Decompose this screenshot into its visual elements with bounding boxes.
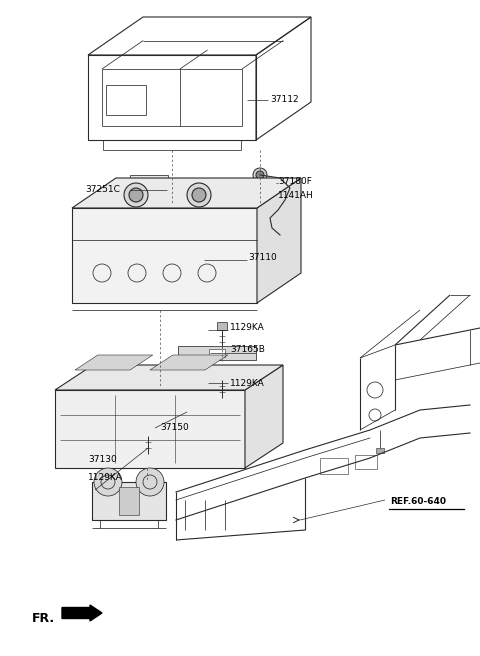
Circle shape (129, 188, 143, 202)
Text: 37180F: 37180F (278, 176, 312, 186)
Circle shape (274, 229, 286, 241)
Text: 1129KA: 1129KA (88, 472, 123, 482)
Text: 37110: 37110 (248, 253, 277, 262)
Polygon shape (150, 355, 228, 370)
Text: 37112: 37112 (270, 96, 299, 104)
Text: REF.60-640: REF.60-640 (390, 497, 446, 506)
Polygon shape (72, 178, 301, 208)
Text: 37150: 37150 (160, 424, 189, 432)
Polygon shape (245, 365, 283, 468)
Bar (178, 346, 256, 360)
Circle shape (253, 168, 267, 182)
Bar (72, 208, 257, 303)
Circle shape (94, 468, 122, 496)
Bar (376, 448, 384, 453)
Circle shape (256, 171, 264, 179)
Bar (106, 85, 146, 115)
Bar (130, 175, 168, 203)
Bar (119, 487, 139, 515)
Bar (209, 349, 225, 357)
Circle shape (192, 188, 206, 202)
Bar (88, 55, 256, 140)
Polygon shape (257, 178, 301, 303)
Bar (320, 458, 348, 474)
Bar (92, 482, 166, 520)
FancyArrow shape (62, 605, 102, 621)
Polygon shape (55, 365, 283, 390)
Text: 1141AH: 1141AH (278, 192, 314, 201)
Bar (168, 184, 178, 194)
Bar (355, 455, 377, 469)
Bar (55, 390, 245, 468)
Text: 37165B: 37165B (230, 346, 265, 354)
Polygon shape (75, 355, 153, 370)
Text: 37251C: 37251C (85, 186, 120, 194)
Bar (217, 372, 227, 380)
Circle shape (124, 183, 148, 207)
Circle shape (187, 183, 211, 207)
Text: FR.: FR. (32, 611, 55, 625)
Text: 1129KA: 1129KA (230, 379, 265, 388)
Bar (143, 428, 153, 436)
Bar (217, 322, 227, 330)
Text: 1129KA: 1129KA (230, 323, 265, 333)
Text: 37130: 37130 (88, 455, 117, 464)
Circle shape (136, 468, 164, 496)
